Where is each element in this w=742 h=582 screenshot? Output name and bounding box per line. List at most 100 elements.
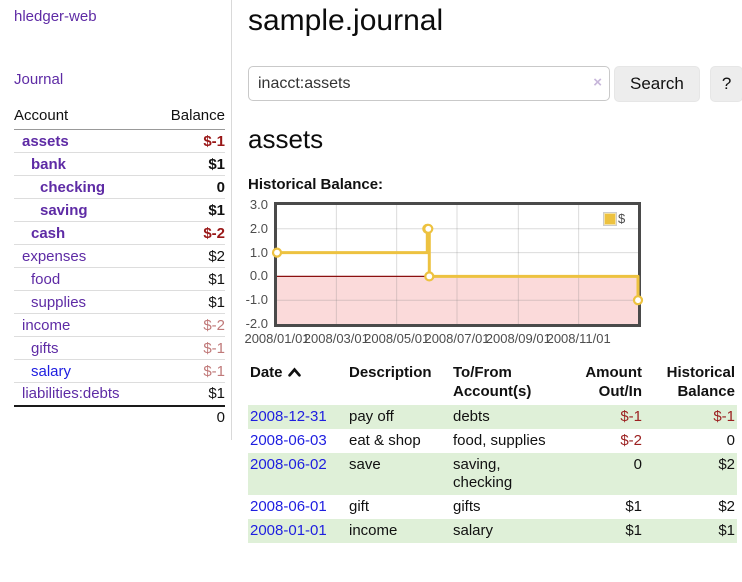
x-axis-tick-label: 2008/03/01 bbox=[303, 331, 369, 346]
register-row: 2008-06-02 save saving, checking 0 $2 bbox=[248, 453, 737, 495]
data-point-marker bbox=[271, 247, 283, 258]
account-row: food $1 bbox=[14, 267, 225, 291]
x-axis-tick-label: 2008/07/01 bbox=[424, 331, 490, 346]
account-heading: assets bbox=[248, 124, 324, 154]
search-button[interactable]: Search bbox=[614, 66, 700, 102]
account-balance: $-1 bbox=[153, 129, 225, 153]
transaction-balance: $-1 bbox=[713, 408, 735, 425]
account-row: assets $-1 bbox=[14, 129, 225, 153]
transaction-description: eat & shop bbox=[349, 432, 421, 449]
register-row: 2008-01-01 income salary $1 $1 bbox=[248, 519, 737, 543]
account-row: bank $1 bbox=[14, 152, 225, 176]
search-form: × Search ? bbox=[248, 66, 742, 102]
account-link-expenses[interactable]: expenses bbox=[22, 247, 87, 265]
account-row: checking 0 bbox=[14, 175, 225, 199]
accounts-header-balance: Balance bbox=[153, 104, 225, 130]
account-balance: $1 bbox=[153, 382, 225, 406]
account-balance: $1 bbox=[153, 267, 225, 291]
transaction-date-link[interactable]: 2008-06-01 bbox=[250, 498, 327, 515]
chart-canvas bbox=[271, 205, 644, 324]
transaction-description: save bbox=[349, 456, 381, 473]
y-axis-tick-label: -1.0 bbox=[245, 292, 268, 308]
help-button[interactable]: ? bbox=[709, 66, 742, 102]
account-link-assets[interactable]: assets bbox=[22, 132, 69, 150]
accounts-header-account: Account bbox=[14, 104, 154, 130]
account-link-bank[interactable]: bank bbox=[31, 155, 67, 173]
register-header-to-from-account-s-: To/From Account(s) bbox=[453, 364, 532, 400]
sidebar: hledger-web Journal Account Balance asse… bbox=[0, 0, 232, 582]
clear-search-icon[interactable]: × bbox=[593, 74, 602, 91]
sidebar-item-journal[interactable]: Journal bbox=[14, 71, 64, 88]
accounts-total-value: 0 bbox=[153, 404, 225, 429]
sidebar-divider bbox=[231, 0, 232, 440]
account-row: supplies $1 bbox=[14, 290, 225, 314]
account-link-salary[interactable]: salary bbox=[31, 362, 72, 380]
account-row: saving $1 bbox=[14, 198, 225, 222]
x-axis-tick-label: 2008/05/01 bbox=[364, 331, 430, 346]
account-row: cash $-2 bbox=[14, 221, 225, 245]
transaction-date-link[interactable]: 2008-06-02 bbox=[250, 456, 327, 473]
account-link-gifts[interactable]: gifts bbox=[31, 339, 59, 357]
account-row: expenses $2 bbox=[14, 244, 225, 268]
transaction-date-link[interactable]: 2008-12-31 bbox=[250, 408, 327, 425]
transaction-amount: 0 bbox=[633, 456, 642, 473]
transaction-amount: $1 bbox=[625, 498, 642, 515]
account-balance: $-2 bbox=[153, 221, 225, 245]
account-balance: $-2 bbox=[153, 313, 225, 337]
account-link-checking[interactable]: checking bbox=[40, 178, 106, 196]
account-link-income[interactable]: income bbox=[22, 316, 71, 334]
chart-title: Historical Balance: bbox=[248, 176, 384, 193]
accounts-total-spacer bbox=[14, 404, 154, 429]
transaction-balance: $1 bbox=[718, 522, 735, 539]
transaction-amount: $1 bbox=[625, 522, 642, 539]
y-axis-tick-label: 3.0 bbox=[249, 197, 268, 212]
app-brand-link[interactable]: hledger-web bbox=[14, 8, 97, 25]
register-row: 2008-06-03 eat & shop food, supplies $-2 0 bbox=[248, 429, 737, 453]
x-axis-tick-label: 2008/09/01 bbox=[485, 331, 551, 346]
data-point-marker bbox=[424, 271, 435, 282]
transaction-amount: $-2 bbox=[620, 432, 642, 449]
transaction-balance: 0 bbox=[726, 432, 735, 449]
account-link-supplies[interactable]: supplies bbox=[31, 293, 87, 311]
transaction-date-link[interactable]: 2008-06-03 bbox=[250, 432, 327, 449]
account-balance: $1 bbox=[153, 152, 225, 176]
register-table: Date Description To/From Account(s) Amount … bbox=[248, 361, 737, 543]
transaction-description: income bbox=[349, 522, 398, 539]
account-link-food[interactable]: food bbox=[31, 270, 61, 288]
account-row: salary $-1 bbox=[14, 359, 225, 383]
x-axis-tick-label: 2008/01/01 bbox=[244, 331, 310, 346]
account-balance: $2 bbox=[153, 244, 225, 268]
transaction-balance: $2 bbox=[718, 456, 735, 473]
register-header-description: Description bbox=[349, 364, 432, 381]
y-axis-tick-label: 0.0 bbox=[249, 268, 268, 284]
account-row: income $-2 bbox=[14, 313, 225, 337]
negative-region bbox=[277, 276, 638, 324]
register-row: 2008-06-01 gift gifts $1 $2 bbox=[248, 495, 737, 519]
account-balance: $-1 bbox=[153, 359, 225, 383]
account-link-cash[interactable]: cash bbox=[31, 224, 66, 242]
data-point-marker bbox=[423, 223, 434, 234]
register-header-date[interactable]: Date bbox=[248, 361, 347, 405]
accounts-total-row: 0 bbox=[14, 404, 225, 429]
x-axis-tick-label: 2008/11/01 bbox=[546, 331, 611, 346]
transaction-description: gift bbox=[349, 498, 370, 515]
y-axis-tick-label: 2.0 bbox=[249, 220, 268, 236]
register-row: 2008-12-31 pay off debts $-1 $-1 bbox=[248, 405, 737, 429]
account-link-saving[interactable]: saving bbox=[40, 201, 88, 219]
page-title: sample.journal bbox=[248, 4, 444, 37]
account-balance: $-1 bbox=[153, 336, 225, 360]
account-balance: $1 bbox=[153, 198, 225, 222]
account-link-liabilities-debts[interactable]: liabilities:debts bbox=[22, 385, 120, 403]
accounts-table: Account Balance assets $-1 bank $1 checking 0… bbox=[14, 104, 225, 429]
main-content: sample.journal × Search ? assets Histori… bbox=[244, 0, 742, 543]
transaction-amount: $-1 bbox=[620, 408, 642, 425]
y-axis-tick-label: 1.0 bbox=[249, 244, 268, 260]
historical-balance-chart: 3.0 2.0 1.0 0.0 -1.0 -2.0 2008/01/01 2008/03/01… bbox=[244, 198, 740, 347]
account-row: liabilities:debts $1 bbox=[14, 382, 225, 406]
search-input[interactable] bbox=[248, 66, 610, 101]
transaction-date-link[interactable]: 2008-01-01 bbox=[250, 522, 327, 539]
transaction-accounts: food, supplies bbox=[453, 432, 546, 449]
transaction-balance: $2 bbox=[718, 498, 735, 515]
chart-legend: $ bbox=[602, 210, 628, 227]
account-balance: $1 bbox=[153, 290, 225, 314]
